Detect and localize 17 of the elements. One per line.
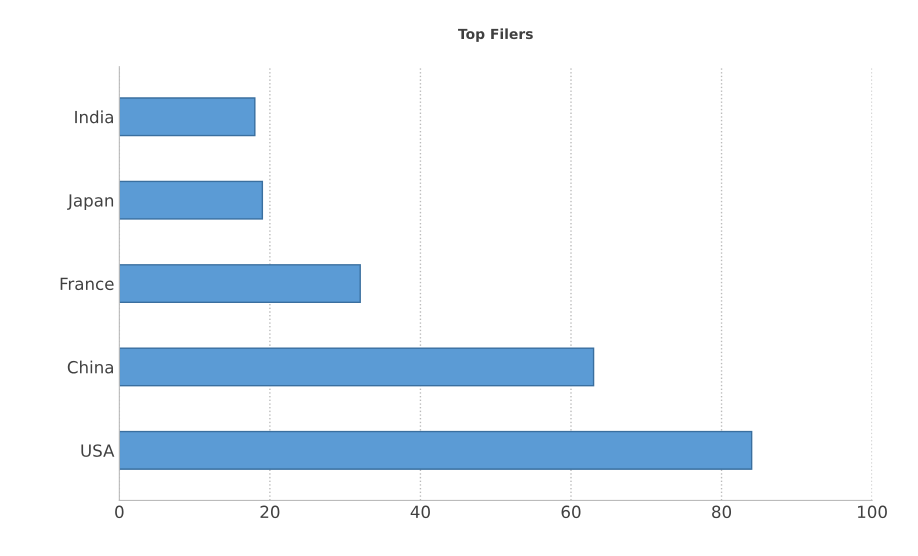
- x-tick-label: 40: [410, 506, 430, 518]
- y-tick-label: USA: [81, 444, 114, 457]
- bar: [119, 348, 594, 386]
- y-tick-label: India: [75, 110, 113, 124]
- chart-title: Top Filers: [458, 28, 533, 42]
- x-tick-label: 60: [562, 506, 580, 518]
- x-tick-label: 0: [115, 506, 124, 518]
- y-tick-label: France: [60, 278, 114, 290]
- x-tick-label: 100: [858, 506, 887, 518]
- bar: [119, 264, 361, 304]
- bar: [119, 430, 752, 470]
- y-tick-label: China: [68, 360, 113, 374]
- x-tick-label: 80: [712, 506, 732, 518]
- bar: [119, 97, 256, 136]
- y-tick-label: Japan: [67, 194, 114, 210]
- x-tick-label: 20: [260, 506, 280, 518]
- bar: [119, 180, 264, 220]
